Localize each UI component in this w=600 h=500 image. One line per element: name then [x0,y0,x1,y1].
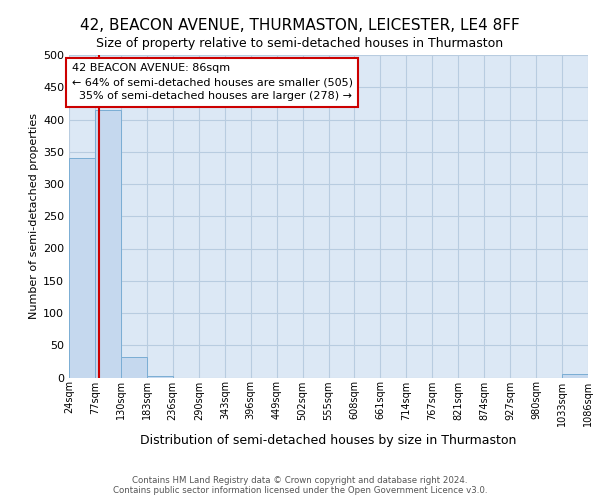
Text: 42, BEACON AVENUE, THURMASTON, LEICESTER, LE4 8FF: 42, BEACON AVENUE, THURMASTON, LEICESTER… [80,18,520,32]
Bar [69,158,95,378]
Bar [95,110,121,378]
Text: Contains HM Land Registry data © Crown copyright and database right 2024.
Contai: Contains HM Land Registry data © Crown c… [113,476,487,495]
Y-axis label: Number of semi-detached properties: Number of semi-detached properties [29,114,39,320]
Bar [562,374,588,378]
Text: 42 BEACON AVENUE: 86sqm
← 64% of semi-detached houses are smaller (505)
  35% of: 42 BEACON AVENUE: 86sqm ← 64% of semi-de… [71,63,353,101]
Text: Size of property relative to semi-detached houses in Thurmaston: Size of property relative to semi-detach… [97,38,503,51]
Bar [147,376,173,378]
X-axis label: Distribution of semi-detached houses by size in Thurmaston: Distribution of semi-detached houses by … [140,434,517,447]
Bar [121,357,147,378]
